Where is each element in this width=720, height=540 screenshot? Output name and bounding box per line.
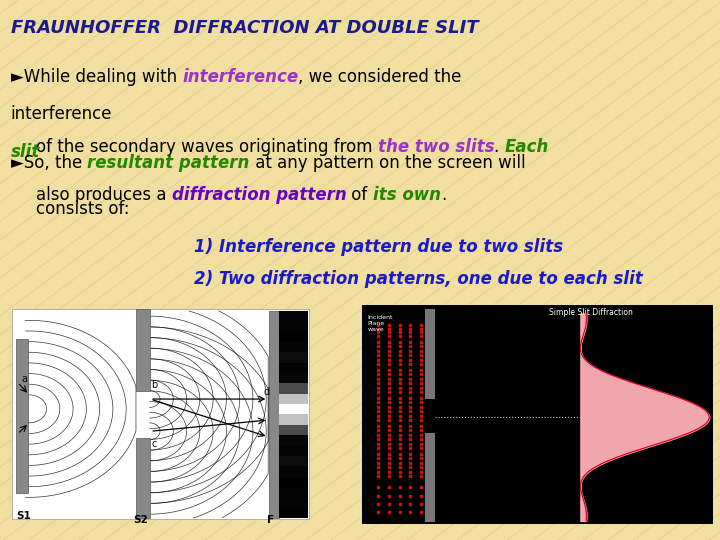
- Text: S2: S2: [132, 515, 148, 525]
- Text: c: c: [151, 439, 157, 449]
- Text: b: b: [151, 380, 158, 390]
- Bar: [279, 404, 308, 415]
- Text: interference: interference: [11, 105, 112, 123]
- Text: of: of: [346, 186, 373, 204]
- Text: F: F: [267, 515, 274, 525]
- Text: the two slits: the two slits: [378, 138, 495, 156]
- Bar: [279, 383, 308, 394]
- Bar: [279, 477, 308, 487]
- Bar: [12, 309, 309, 519]
- Bar: [269, 311, 279, 518]
- Text: ►So, the: ►So, the: [11, 154, 87, 172]
- Bar: [279, 342, 308, 352]
- Text: resultant pattern: resultant pattern: [87, 154, 250, 172]
- Bar: [425, 309, 435, 399]
- Text: its own: its own: [373, 186, 441, 204]
- Text: Each: Each: [505, 138, 549, 156]
- Bar: [279, 487, 308, 497]
- Bar: [279, 352, 308, 363]
- Bar: [425, 433, 435, 522]
- Bar: [279, 332, 308, 342]
- Text: Simple Slit Diffraction: Simple Slit Diffraction: [549, 308, 633, 317]
- Text: at any pattern on the screen will: at any pattern on the screen will: [250, 154, 526, 172]
- Text: consists of:: consists of:: [36, 200, 130, 218]
- Bar: [279, 497, 308, 508]
- Text: , we considered the: , we considered the: [298, 68, 462, 85]
- Bar: [279, 446, 308, 456]
- Bar: [279, 508, 308, 518]
- Bar: [16, 339, 28, 493]
- Text: Incident
Plane
wave: Incident Plane wave: [367, 315, 393, 332]
- Bar: [279, 394, 308, 404]
- Text: also produces a: also produces a: [36, 186, 172, 204]
- Text: .: .: [441, 186, 446, 204]
- Bar: [279, 435, 308, 445]
- Text: 2) Two diffraction patterns, one due to each slit: 2) Two diffraction patterns, one due to …: [194, 270, 643, 288]
- Bar: [279, 456, 308, 466]
- Text: slit: slit: [11, 143, 40, 161]
- Text: S1: S1: [16, 511, 30, 521]
- Text: .: .: [495, 138, 505, 156]
- Bar: [279, 311, 308, 321]
- Text: diffraction pattern: diffraction pattern: [172, 186, 346, 204]
- Bar: [136, 309, 150, 390]
- Text: 1) Interference pattern due to two slits: 1) Interference pattern due to two slits: [194, 238, 564, 255]
- Bar: [279, 321, 308, 332]
- Text: interference: interference: [182, 68, 298, 85]
- Bar: [279, 466, 308, 477]
- Text: ►While dealing with: ►While dealing with: [11, 68, 182, 85]
- Text: d: d: [264, 387, 270, 397]
- Text: of the secondary waves originating from: of the secondary waves originating from: [36, 138, 378, 156]
- Bar: [279, 373, 308, 383]
- Bar: [136, 438, 150, 518]
- Bar: [279, 425, 308, 435]
- Bar: [279, 415, 308, 425]
- Bar: [279, 363, 308, 373]
- Text: FRAUNHOFFER  DIFFRACTION AT DOUBLE SLIT: FRAUNHOFFER DIFFRACTION AT DOUBLE SLIT: [11, 19, 478, 37]
- Text: a: a: [22, 374, 28, 384]
